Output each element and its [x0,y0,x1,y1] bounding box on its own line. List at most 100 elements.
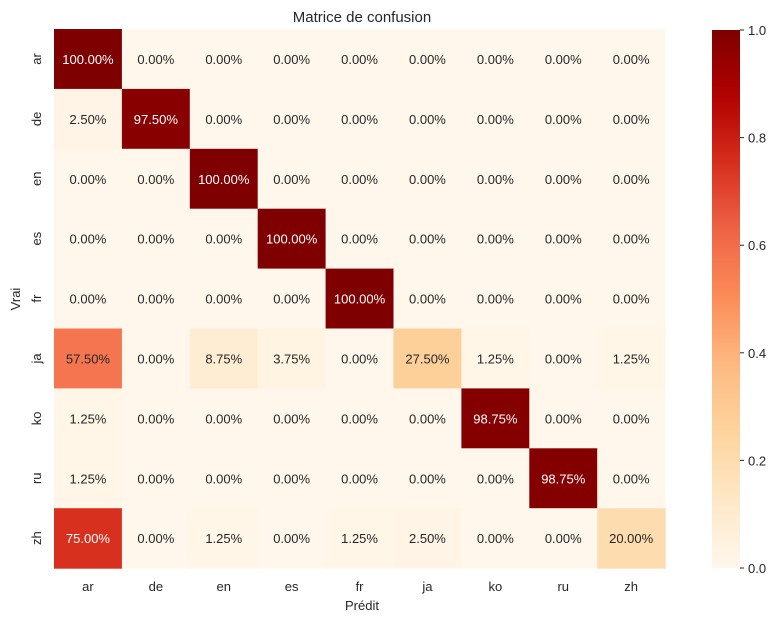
x-axis-label: Prédit [345,598,379,613]
cell-label-fr-es: 0.00% [273,292,310,307]
heatmap-cell-ru-de [121,448,191,509]
heatmap-cell-zh-es [257,508,327,569]
heatmap-cell-en-fr [325,148,395,210]
colorbar: 0.0 0.2 0.4 0.6 0.8 1.0 [712,23,766,576]
x-tick-en: en [217,579,231,594]
cell-label-es-ja: 0.00% [409,232,446,247]
heatmap-cell-fr-fr [325,268,395,330]
heatmap-cell-de-en [189,88,259,150]
heatmap-cell-es-ar [54,208,123,270]
cell-label-fr-ru: 0.00% [545,292,582,307]
heatmap-cell-ru-ko [461,448,530,509]
cell-label-en-zh: 0.00% [613,172,650,187]
cell-label-es-ar: 0.00% [70,232,107,247]
cell-label-es-zh: 0.00% [613,232,650,247]
heatmap-cell-es-ja [393,208,462,270]
cell-label-en-ko: 0.00% [477,172,514,187]
heatmap-cell-ko-ar [54,388,123,449]
cell-label-en-ja: 0.00% [409,172,446,187]
heatmap-cell-ar-zh [597,29,666,90]
heatmap-cell-es-fr [325,208,395,270]
cell-label-de-zh: 0.00% [613,112,650,127]
cell-label-en-ru: 0.00% [545,172,582,187]
cell-label-ko-es: 0.00% [273,411,310,426]
heatmap-cell-en-en [189,148,259,210]
heatmap-cell-fr-ko [461,268,530,330]
colorbar-tick-label-5: 1.0 [748,23,766,38]
x-tick-zh: zh [624,579,638,594]
cell-label-zh-zh: 20.00% [609,531,654,546]
heatmap-cell-zh-ru [529,508,598,569]
cell-label-ar-fr: 0.00% [341,52,378,67]
heatmap-cell-ar-ar [54,29,123,90]
heatmap-cell-en-es [257,148,327,210]
heatmap-cell-de-de [121,88,191,150]
heatmap-cell-ko-es [257,388,327,449]
heatmap-cell-de-ja [393,88,462,150]
heatmap-cell-fr-zh [597,268,666,330]
heatmap-cell-de-fr [325,88,395,150]
heatmap-cell-ar-ko [461,29,530,90]
colorbar-tick-label-2: 0.4 [748,346,766,361]
cell-label-en-fr: 0.00% [341,172,378,187]
cell-label-zh-ru: 0.00% [545,531,582,546]
cell-label-ru-de: 0.00% [137,471,174,486]
cell-label-zh-en: 1.25% [205,531,242,546]
cell-label-fr-de: 0.00% [137,292,174,307]
cell-label-de-es: 0.00% [273,112,310,127]
y-tick-ar: ar [29,53,44,65]
cell-label-zh-ar: 75.00% [66,531,111,546]
heatmap-cell-ru-ar [54,448,123,509]
heatmap-cell-ar-en [189,29,259,90]
x-tick-de: de [149,579,163,594]
y-tick-ru: ru [29,472,44,484]
cell-label-de-en: 0.00% [205,112,242,127]
heatmap-cell-ja-ja [393,328,462,389]
heatmap-cell-ko-de [121,388,191,449]
cell-label-zh-ja: 2.50% [409,531,446,546]
heatmap-cell-zh-ko [461,508,530,569]
heatmap-cell-es-de [121,208,191,270]
cell-label-fr-ar: 0.00% [70,292,107,307]
heatmap-cell-fr-ru [529,268,598,330]
heatmap-cell-fr-ja [393,268,462,330]
heatmap-cell-zh-zh [597,508,666,569]
heatmap-cell-ko-ja [393,388,462,449]
heatmap-cell-en-ko [461,148,530,210]
cell-label-ru-ar: 1.25% [70,471,107,486]
cell-label-es-es: 100.00% [266,232,318,247]
heatmap-cell-es-en [189,208,259,270]
cell-label-ru-en: 0.00% [205,471,242,486]
cell-label-zh-de: 0.00% [137,531,174,546]
cell-label-de-ko: 0.00% [477,112,514,127]
heatmap-cell-ko-ko [461,388,530,449]
cell-label-ko-ko: 98.75% [473,411,518,426]
heatmap-cell-zh-en [189,508,259,569]
cell-label-fr-zh: 0.00% [613,292,650,307]
heatmap-cell-zh-ja [393,508,462,569]
heatmap-cell-en-ja [393,148,462,210]
y-tick-es: es [29,231,44,245]
x-tick-es: es [285,579,299,594]
cell-label-ar-ar: 100.00% [62,52,114,67]
heatmap-cell-ja-fr [325,328,395,389]
heatmap-cell-ja-ar [54,328,123,389]
heatmap-cells: 100.00% 0.00% 0.00% 0.00% 0.00% 0.00% 0.00% 0.0… [54,29,666,569]
y-tick-ko: ko [29,411,44,425]
cell-label-ko-zh: 0.00% [613,411,650,426]
heatmap-cell-de-zh [597,88,666,150]
cell-label-zh-fr: 1.25% [341,531,378,546]
cell-label-ar-en: 0.00% [205,52,242,67]
cell-label-ru-ko: 0.00% [477,471,514,486]
cell-label-en-ar: 0.00% [70,172,107,187]
x-tick-labels: ar de en es fr ja ko ru zh [82,579,638,594]
y-tick-zh: zh [29,531,44,545]
y-tick-fr: fr [29,294,44,303]
cell-label-de-fr: 0.00% [341,112,378,127]
y-tick-ja: ja [29,353,44,365]
cell-label-ar-ru: 0.00% [545,52,582,67]
heatmap-cell-es-zh [597,208,666,270]
y-tick-labels: ar de en es fr ja ko ru zh [29,53,44,546]
heatmap-cell-zh-fr [325,508,395,569]
